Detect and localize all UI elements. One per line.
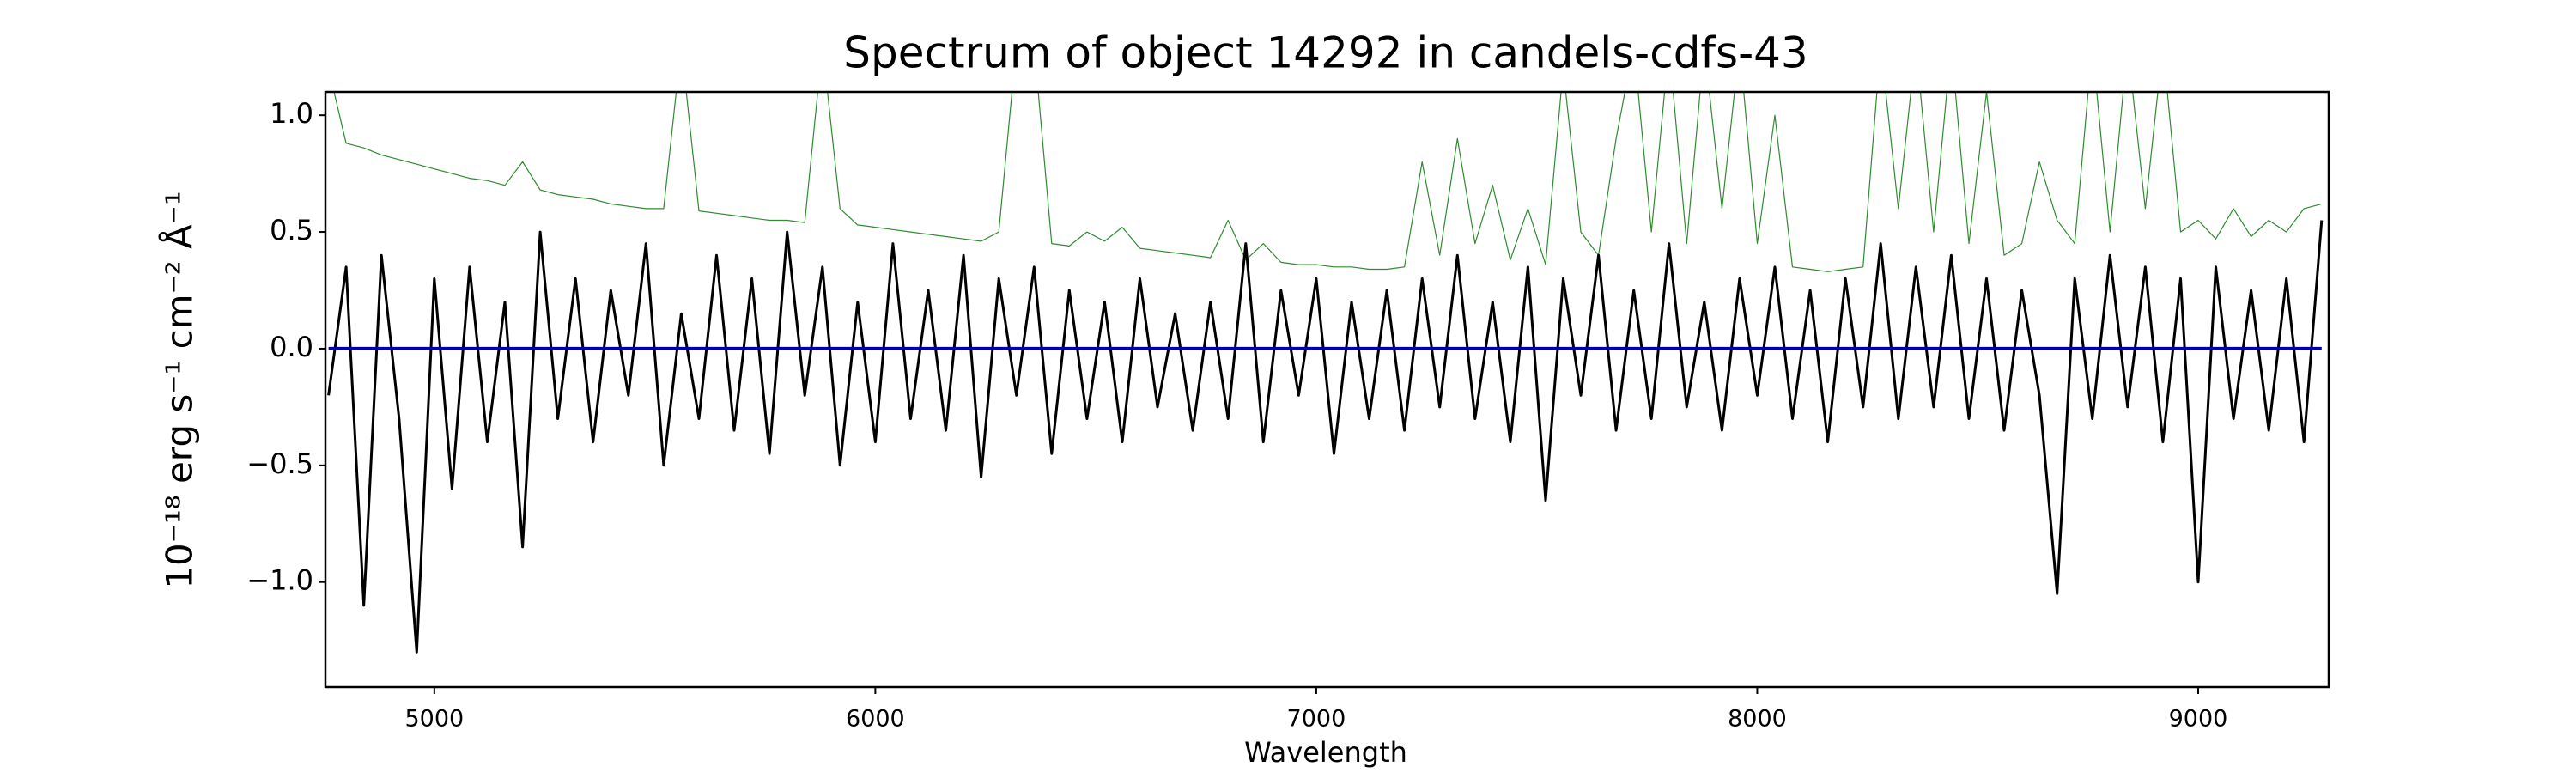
y-tick-label: 0.5 (270, 214, 313, 247)
spectrum-line (333, 92, 2322, 272)
spectrum-line (327, 220, 2324, 654)
plot-frame (324, 90, 2330, 689)
x-axis-label: Wavelength (1244, 736, 1407, 769)
y-tick-label: 0.0 (270, 331, 313, 363)
x-tick-label: 6000 (846, 706, 905, 733)
y-axis-label: 10⁻¹⁸ erg s⁻¹ cm⁻² Å⁻¹ (158, 191, 201, 588)
y-tick-label: 1.0 (270, 97, 313, 130)
x-tick-label: 8000 (1728, 706, 1787, 733)
chart-title: Spectrum of object 14292 in candels-cdfs… (843, 28, 1808, 78)
x-tick-label: 9000 (2169, 706, 2228, 733)
y-tick-label: −1.0 (246, 564, 313, 597)
x-tick-label: 5000 (404, 706, 464, 733)
plot-area (327, 92, 2324, 654)
x-tick-label: 7000 (1287, 706, 1346, 733)
y-tick-label: −0.5 (246, 447, 313, 480)
